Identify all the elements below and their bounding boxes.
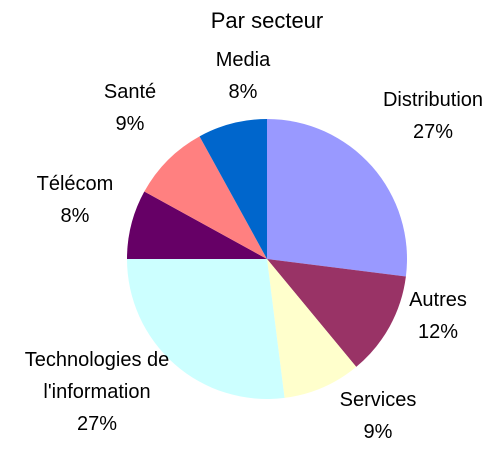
slice-label: Technologies de l'information 27% (7, 344, 187, 440)
pie-slice (127, 191, 267, 259)
slice-label: Media 8% (198, 44, 288, 108)
chart-title: Par secteur (211, 8, 324, 33)
value-label: 8% (60, 205, 90, 227)
category-label: Télécom (36, 173, 114, 195)
category-label: Autres (409, 289, 467, 311)
pie-slice (144, 136, 267, 259)
value-label: 27% (76, 413, 118, 435)
category-label: Distribution (382, 89, 484, 111)
value-label: 9% (115, 113, 145, 135)
value-label: 27% (412, 121, 454, 143)
slice-label: Télécom 8% (20, 168, 130, 232)
slice-label: Distribution 27% (358, 84, 502, 148)
category-label: Media (215, 49, 271, 71)
category-label: Services (339, 389, 417, 411)
pie-slice (267, 119, 407, 277)
slice-label: Services 9% (323, 384, 433, 448)
pie-slice (199, 119, 267, 259)
pie-slice (267, 259, 406, 367)
value-label: 8% (228, 81, 258, 103)
value-label: 9% (363, 421, 393, 443)
pie-slice (127, 259, 285, 399)
slice-label: Santé 9% (85, 76, 175, 140)
value-label: 12% (417, 321, 459, 343)
category-label: Santé (103, 81, 157, 103)
slice-label: Autres 12% (398, 284, 478, 348)
category-label: Technologies de l'information (24, 349, 170, 403)
pie-slice (267, 259, 357, 398)
